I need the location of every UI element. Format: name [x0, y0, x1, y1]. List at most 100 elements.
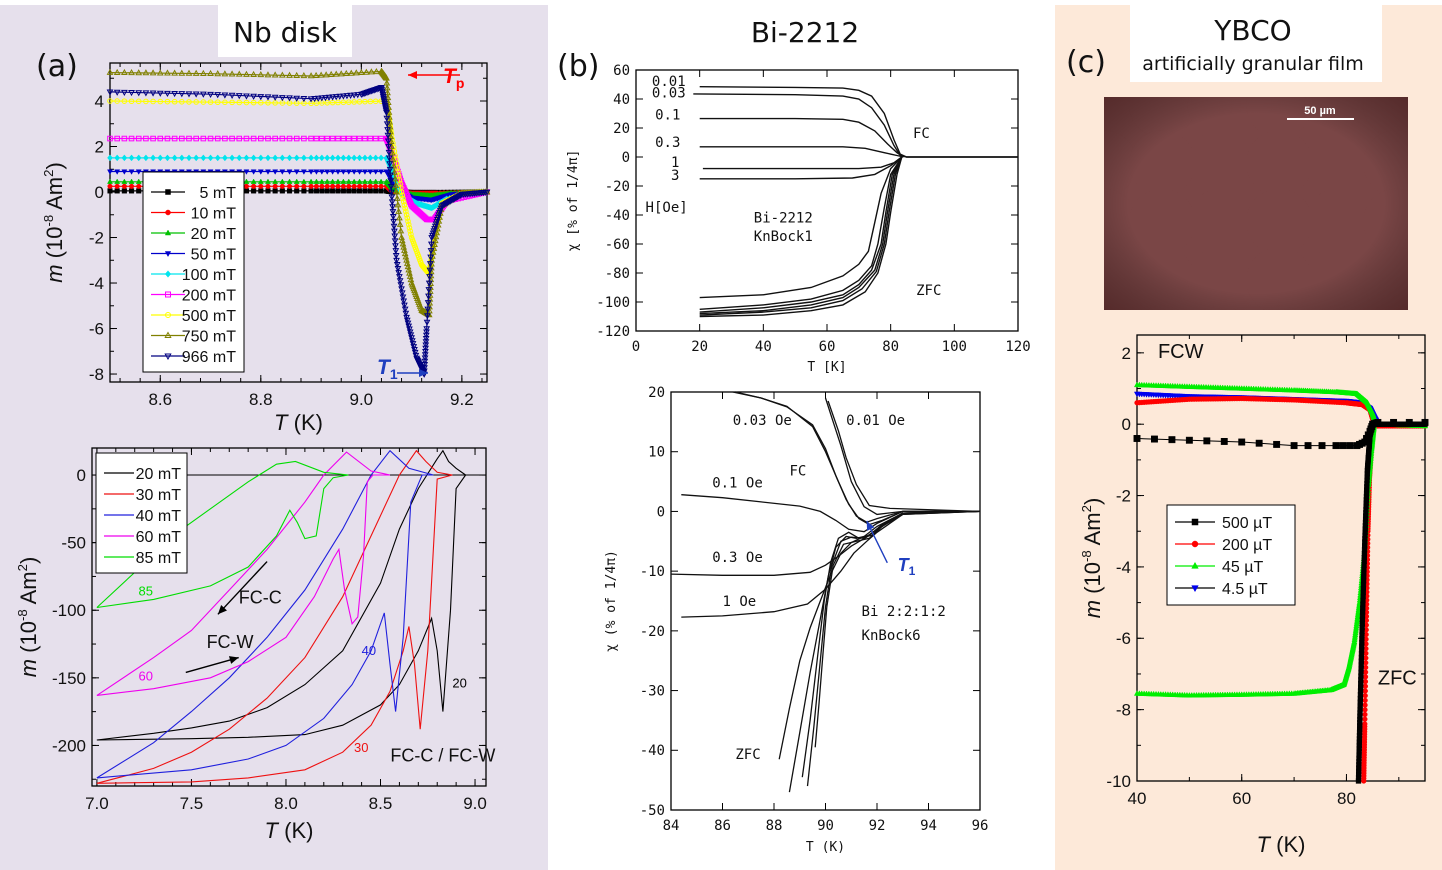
- series-fc-w-line: [96, 474, 467, 741]
- data-point: [393, 257, 400, 265]
- y-tick-label: -120: [596, 324, 630, 340]
- data-point: [250, 169, 257, 175]
- data-point: [222, 135, 228, 142]
- data-point: [383, 121, 391, 128]
- data-point: [293, 71, 301, 78]
- series-line: [699, 117, 904, 158]
- data-point: [457, 192, 464, 199]
- y-axis-label: m (10-8 Am2): [15, 557, 41, 678]
- data-point: [393, 194, 401, 201]
- data-point: [229, 99, 235, 106]
- data-point: [392, 248, 400, 255]
- data-point: [340, 99, 347, 106]
- data-point: [113, 89, 121, 96]
- legend-label: 750 mT: [182, 329, 236, 346]
- data-point: [427, 241, 435, 248]
- data-point: [396, 220, 404, 227]
- data-point: [390, 223, 398, 230]
- data-point: [113, 68, 121, 75]
- data-point: [322, 95, 329, 102]
- y-axis-exp: 2: [15, 564, 30, 571]
- legend-label: 4.5 µT: [1222, 581, 1268, 598]
- data-point: [171, 135, 178, 142]
- data-point: [178, 154, 185, 162]
- data-point: [393, 188, 400, 195]
- y-tick-label: -100: [52, 601, 86, 620]
- data-point: [424, 306, 432, 313]
- legend-marker: [1191, 540, 1199, 548]
- series-fc-w-line: [96, 474, 434, 779]
- y-axis-unit: (10: [1080, 562, 1105, 600]
- data-point: [406, 224, 413, 231]
- tp-label-var: T: [443, 65, 458, 88]
- data-point: [1290, 442, 1298, 450]
- series-line: [801, 510, 981, 778]
- x-tick-label: 8.6: [148, 390, 172, 409]
- data-point: [107, 178, 113, 184]
- y-tick-label: 0: [95, 183, 104, 202]
- data-point: [324, 154, 331, 162]
- data-point: [107, 98, 113, 104]
- data-point: [272, 135, 278, 142]
- y-axis-var: m: [16, 659, 41, 677]
- y-axis-var: m: [1080, 600, 1105, 618]
- panel-b-title: Bi-2212: [751, 16, 859, 49]
- data-point: [398, 286, 405, 293]
- legend-marker: [1191, 585, 1199, 593]
- data-point: [396, 214, 403, 221]
- data-point: [293, 178, 300, 184]
- data-point: [373, 183, 379, 189]
- data-point: [385, 155, 393, 162]
- series-line: [699, 156, 903, 315]
- data-point: [405, 221, 412, 228]
- data-point: [378, 188, 384, 194]
- data-point: [423, 326, 431, 333]
- data-point: [150, 98, 156, 105]
- data-point: [372, 154, 379, 162]
- data-point: [272, 183, 278, 189]
- data-point: [426, 267, 434, 274]
- data-point: [214, 92, 222, 99]
- data-point: [1304, 442, 1312, 450]
- x-tick-label: 86: [714, 818, 731, 834]
- data-point: [236, 135, 243, 142]
- data-point: [396, 274, 403, 281]
- data-point: [164, 154, 171, 162]
- data-point: [378, 85, 385, 92]
- data-point: [350, 92, 358, 99]
- data-point: [383, 110, 390, 117]
- data-point: [150, 154, 156, 162]
- data-point: [136, 188, 142, 194]
- data-point: [1273, 440, 1281, 448]
- data-point: [483, 189, 491, 196]
- series-line: [814, 510, 981, 748]
- data-point: [403, 211, 410, 218]
- data-point: [200, 154, 207, 162]
- tp-label: Tp: [443, 65, 464, 91]
- t1-arrow-head: [419, 369, 428, 377]
- data-point: [257, 154, 264, 162]
- data-point: [441, 201, 449, 208]
- data-point: [271, 94, 279, 101]
- y-tick-label: -60: [605, 237, 630, 253]
- data-point: [278, 71, 286, 78]
- data-point: [186, 135, 192, 142]
- series-line: [699, 146, 904, 158]
- y-tick-label: -10: [1106, 772, 1131, 791]
- data-point: [390, 218, 398, 226]
- data-point: [107, 169, 113, 175]
- data-point: [399, 294, 407, 301]
- data-point: [272, 154, 279, 162]
- data-point: [243, 188, 249, 194]
- data-point: [351, 183, 357, 189]
- data-point: [214, 70, 222, 77]
- t1-label: T1: [898, 555, 916, 578]
- data-point: [397, 227, 405, 234]
- data-point: [214, 135, 221, 142]
- y-tick-label: -200: [52, 736, 86, 755]
- data-point: [107, 188, 113, 194]
- data-point: [324, 178, 331, 184]
- legend-marker: [165, 291, 171, 298]
- plot-frame: [109, 62, 488, 383]
- y-tick-label: -2: [1116, 487, 1131, 506]
